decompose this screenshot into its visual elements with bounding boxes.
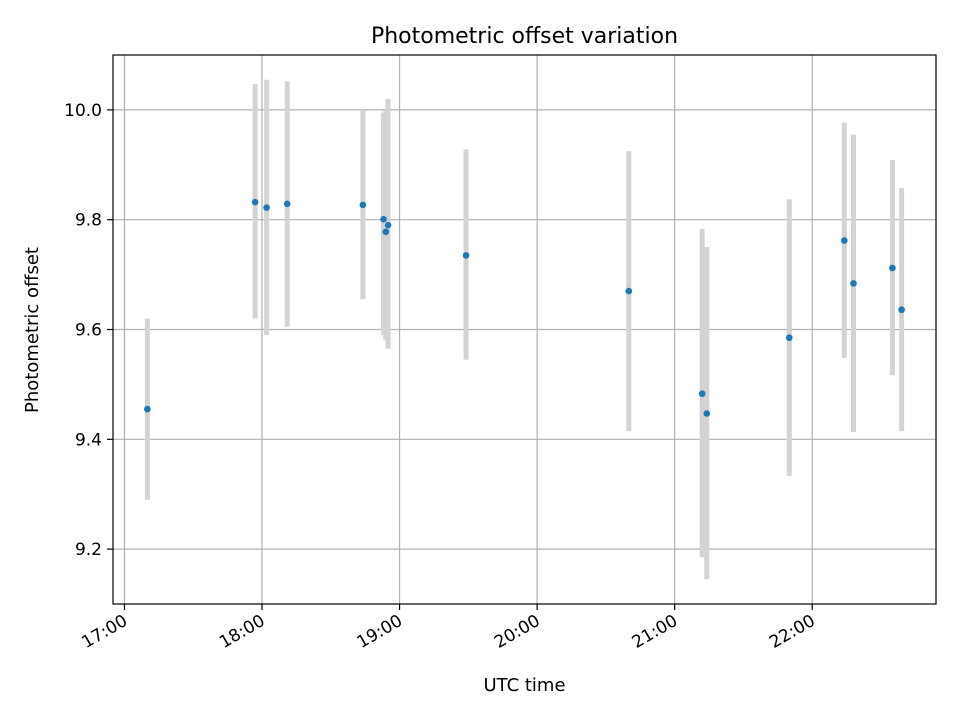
data-point	[898, 306, 905, 314]
y-tick-label: 10.0	[64, 101, 102, 121]
data-point	[625, 287, 633, 295]
data-point	[703, 410, 711, 417]
data-point	[698, 390, 706, 398]
data-points	[144, 198, 905, 417]
y-tick-label: 9.6	[75, 321, 102, 341]
data-point	[359, 201, 367, 209]
y-axis-label: Photometric offset	[22, 247, 43, 413]
grid-lines	[113, 55, 936, 604]
y-tick-label: 9.2	[75, 540, 102, 560]
data-point	[384, 221, 392, 229]
x-axis-label: UTC time	[483, 675, 565, 696]
data-point	[785, 334, 793, 342]
chart-title: Photometric offset variation	[371, 24, 678, 49]
data-point	[382, 228, 390, 236]
y-tick-label: 9.8	[75, 211, 102, 231]
y-axis-ticks: 9.2 9.4 9.6 9.8 10.0	[64, 101, 113, 560]
data-point	[144, 405, 151, 413]
data-point	[850, 280, 857, 287]
data-point	[889, 264, 896, 272]
data-point	[251, 198, 259, 206]
data-point	[462, 252, 470, 259]
data-point	[283, 200, 291, 208]
data-point	[380, 215, 387, 223]
y-tick-label: 9.4	[75, 430, 102, 450]
data-point	[841, 237, 848, 244]
data-point	[263, 204, 270, 211]
